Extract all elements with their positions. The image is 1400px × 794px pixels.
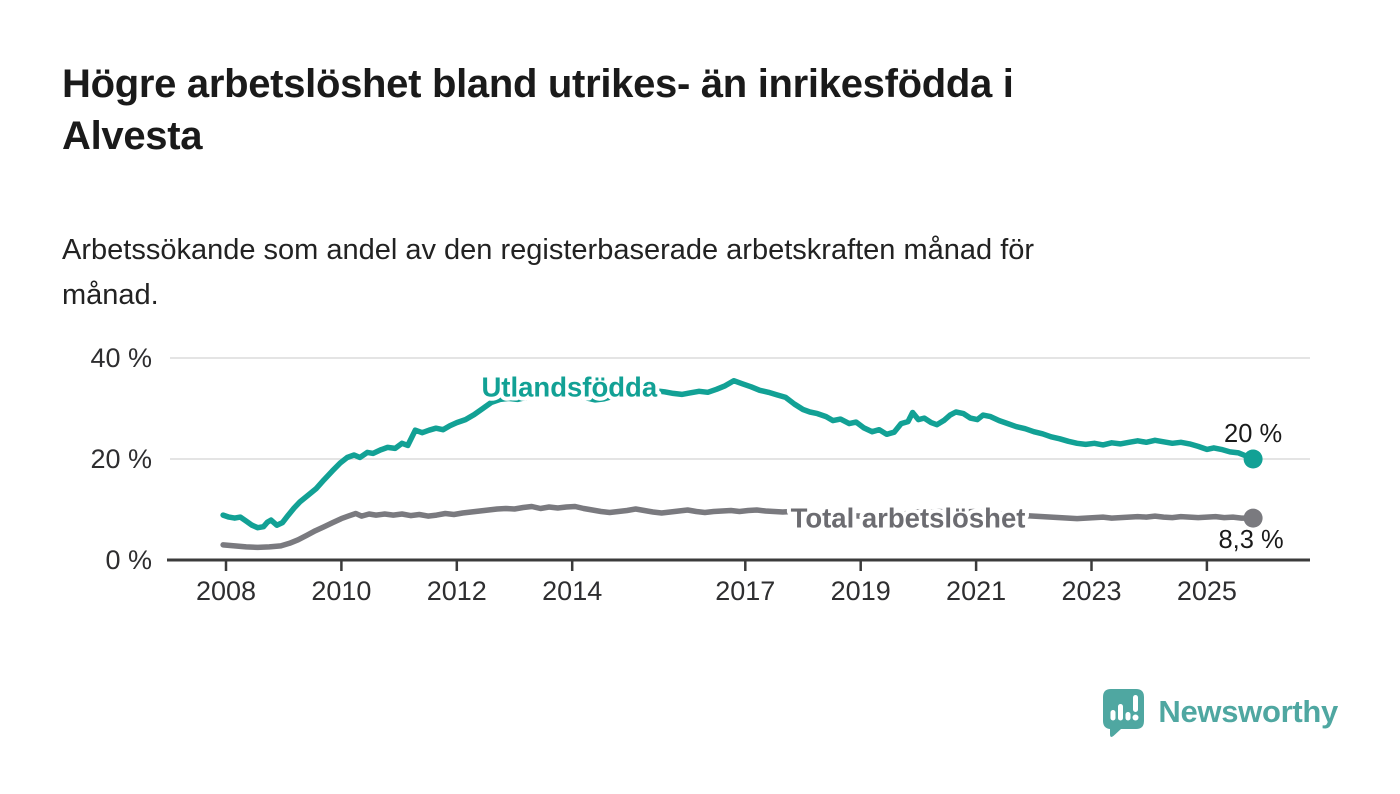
y-tick-label: 0 % xyxy=(105,545,152,575)
series-line xyxy=(220,377,1256,531)
brand-lockup: Newsworthy xyxy=(1099,686,1338,738)
x-tick-label: 2019 xyxy=(831,576,891,606)
y-tick-label: 20 % xyxy=(90,444,152,474)
x-tick-label: 2014 xyxy=(542,576,602,606)
series-end-value-label: 8,3 % xyxy=(1218,526,1283,554)
y-tick-label: 40 % xyxy=(90,343,152,373)
chart-title: Högre arbetslöshet bland utrikes- än inr… xyxy=(62,62,1014,158)
brand-name: Newsworthy xyxy=(1158,694,1338,729)
series-end-dot xyxy=(1243,449,1263,469)
x-tick-label: 2012 xyxy=(427,576,487,606)
series-label: Total arbetslöshet xyxy=(791,503,1026,534)
series-end-value-label: 20 % xyxy=(1224,420,1282,448)
series-end-dot xyxy=(1243,508,1263,528)
x-tick-label: 2008 xyxy=(196,576,256,606)
x-tick-label: 2017 xyxy=(715,576,775,606)
series-label: Utlandsfödda xyxy=(481,371,657,402)
x-tick-label: 2023 xyxy=(1061,576,1121,606)
newsworthy-logo-icon xyxy=(1103,689,1145,737)
series-line xyxy=(220,503,1256,551)
x-tick-label: 2025 xyxy=(1177,576,1237,606)
x-tick-label: 2021 xyxy=(946,576,1006,606)
chart-subtitle: Arbetssökande som andel av den registerb… xyxy=(62,234,1035,311)
x-tick-label: 2010 xyxy=(311,576,371,606)
